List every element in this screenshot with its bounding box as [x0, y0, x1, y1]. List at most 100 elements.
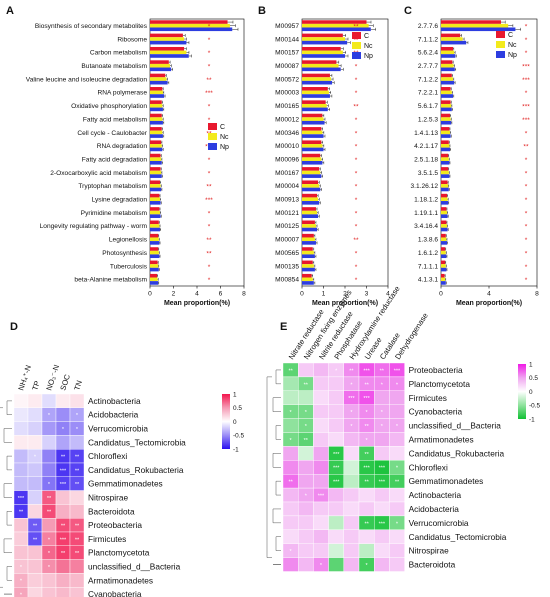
heatmap-cell	[41, 587, 57, 597]
heatmap-cell	[27, 435, 43, 450]
bar-np	[302, 281, 314, 285]
row-label: Chloroflexi	[88, 451, 127, 461]
category-label: RNA degradation	[97, 143, 148, 150]
significance-mark: **	[206, 184, 212, 191]
dendrogram-branch	[6, 566, 12, 581]
bar-c	[150, 140, 162, 145]
bar-nc	[441, 264, 446, 268]
significance-mark: *	[355, 184, 358, 191]
heatmap-cell	[282, 557, 299, 572]
colorbar-tick-label: -0.5	[529, 403, 540, 410]
significance-star: **	[47, 496, 52, 502]
category-label: Legionellosis	[109, 237, 148, 244]
significance-star: **	[61, 455, 66, 461]
bar-nc	[150, 77, 167, 81]
significance-star: *	[350, 382, 353, 388]
row-dendrogram	[266, 369, 281, 565]
bar-np	[441, 174, 450, 178]
category-label: Photosynthesis	[102, 250, 147, 257]
bar-nc	[441, 63, 454, 68]
category-label: M00346	[275, 130, 299, 137]
dendrogram-branch	[3, 483, 12, 498]
category-label: M00125	[275, 223, 299, 230]
legend-label-nc: Nc	[364, 43, 373, 50]
category-label: M00004	[275, 183, 299, 190]
bar-c	[302, 180, 319, 185]
dendrogram-branch	[6, 455, 12, 471]
heatmap-cell	[328, 418, 345, 433]
heatmap-cell	[27, 421, 43, 436]
heatmap-cell	[374, 557, 390, 572]
heatmap-cell	[343, 501, 360, 517]
bar-np	[441, 94, 453, 98]
significance-star: *	[396, 424, 399, 430]
category-label: M00003	[275, 90, 299, 97]
heatmap-cell	[282, 529, 299, 544]
category-label: Cell cycle - Caulobacter	[77, 130, 147, 137]
legend-label-np: Np	[220, 144, 229, 151]
bar-nc	[441, 130, 450, 135]
bar-np	[302, 267, 315, 272]
bar-np	[302, 254, 315, 259]
x-axis-label: Mean proportion(%)	[164, 300, 230, 307]
bar-nc	[150, 144, 162, 148]
bar-c	[302, 273, 312, 278]
significance-star: **	[61, 524, 66, 530]
heatmap-cell	[13, 531, 29, 547]
bar-nc	[302, 277, 313, 282]
dendrogram-branch	[6, 511, 12, 526]
bar-nc	[150, 130, 163, 135]
heatmap-cell	[55, 573, 71, 588]
legend-label-c: C	[508, 32, 513, 39]
significance-star: ***	[333, 466, 340, 472]
heatmap-cell	[13, 435, 29, 450]
bar-np	[302, 54, 345, 58]
significance-mark: **	[206, 250, 212, 257]
bar-np	[441, 187, 449, 192]
bar-c	[441, 140, 449, 145]
significance-mark: *	[208, 117, 211, 124]
row-label: Nitrospirae	[409, 546, 450, 556]
significance-mark: *	[208, 157, 211, 164]
category-label: 5.6.2.4	[418, 50, 438, 57]
heatmap-cell	[328, 501, 345, 517]
bar-c	[150, 247, 159, 251]
heatmap-cell	[27, 407, 43, 422]
category-label: 1.19.1.1	[414, 210, 438, 217]
dendrogram-root	[266, 376, 272, 558]
category-label: Carbon metabolism	[90, 50, 148, 57]
bar-nc	[302, 130, 323, 135]
bar-nc	[150, 197, 160, 202]
x-tick-label: 2	[172, 291, 176, 298]
bar-nc	[302, 237, 315, 242]
significance-mark: *	[525, 90, 528, 97]
category-label: M00913	[275, 197, 299, 204]
category-label: 2-Oxocarboxylic acid metabolism	[50, 170, 147, 177]
bar-nc	[150, 277, 158, 282]
heatmap-cell	[282, 390, 299, 405]
significance-star: **	[304, 438, 309, 444]
category-label: M00167	[275, 170, 299, 177]
bar-nc	[441, 37, 463, 41]
category-label: 2.7.7.6	[418, 23, 438, 30]
significance-star: **	[380, 368, 385, 374]
bar-np	[150, 27, 233, 32]
bar-c	[150, 233, 159, 238]
significance-mark: *	[525, 37, 528, 44]
significance-mark: *	[355, 277, 358, 284]
row-label: Gemmatimonadetes	[88, 479, 163, 489]
heatmap-cell	[55, 559, 71, 574]
significance-mark: *	[525, 197, 528, 204]
category-label: 7.1.2.2	[418, 76, 438, 83]
heatmap-cell	[389, 543, 405, 558]
bar-nc	[302, 117, 324, 121]
significance-star: *	[48, 537, 51, 543]
bar-nc	[302, 264, 314, 268]
x-tick-label: 2	[343, 291, 347, 298]
category-label: Oxidative phosphorylation	[71, 103, 147, 110]
significance-mark: *	[525, 277, 528, 284]
row-label: Firmicutes	[409, 393, 447, 403]
heatmap-cell	[389, 432, 405, 447]
category-label: Ribosome	[117, 36, 147, 43]
bar-np	[302, 227, 318, 232]
